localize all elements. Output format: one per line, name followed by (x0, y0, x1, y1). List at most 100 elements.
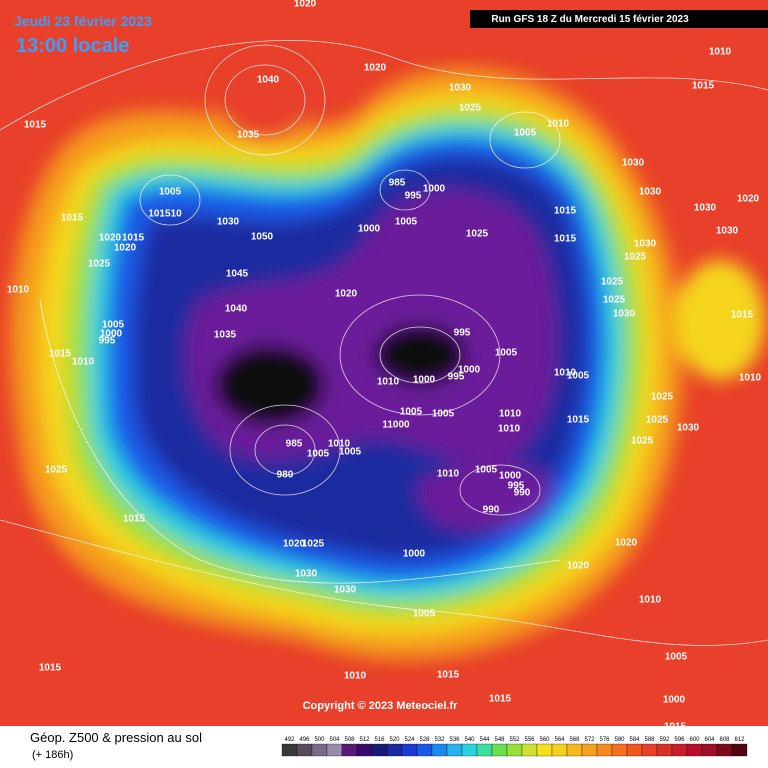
scale-label: 600 (689, 737, 700, 743)
isobar-label: 995 (508, 481, 525, 492)
scale-label: 504 (329, 737, 340, 743)
isobar-label: 1020 (615, 538, 638, 549)
isobar-label: 1005 (665, 652, 688, 663)
scale-label: 568 (569, 737, 580, 743)
isobar-label: 1010 (739, 373, 762, 384)
isobar-label: 985 (389, 178, 406, 189)
isobar-label: 1015 (554, 234, 577, 245)
scale-swatch (551, 743, 568, 757)
isobar-label: 1010 (499, 409, 522, 420)
scale-label: 584 (629, 737, 640, 743)
scale-swatch (431, 743, 448, 757)
isobar-label: 1010 (377, 377, 400, 388)
isobar-label: 1010 (7, 285, 30, 296)
isobar-label: 1005 (102, 320, 125, 331)
isobar-label: 990 (514, 488, 531, 499)
isobar-label: 1010 (72, 357, 95, 368)
footer-title: Géop. Z500 & pression au sol (30, 730, 202, 745)
scale-swatch (311, 743, 328, 757)
isobar-label: 1040 (225, 304, 248, 315)
isobar-label: 1010 (547, 119, 570, 130)
scale-swatch (566, 743, 583, 757)
isobar-label: 1025 (88, 259, 111, 270)
isobar-label: 990 (483, 505, 500, 516)
scale-label: 560 (539, 737, 550, 743)
isobar-label: 1005 (432, 409, 455, 420)
isobar-label: 1015 (24, 120, 47, 131)
isobar-label: 1020 (567, 561, 590, 572)
isobar-label: 1005 (514, 128, 537, 139)
isobar-label: 1010 (344, 671, 367, 682)
scale-label: 512 (359, 737, 370, 743)
isobar-label: 1025 (624, 252, 647, 263)
isobar-label: 1030 (677, 423, 700, 434)
scale-swatch (296, 743, 313, 757)
scale-label: 604 (704, 737, 715, 743)
scale-swatch (716, 743, 733, 757)
isobar-label: 1025 (45, 465, 68, 476)
scale-swatch (281, 743, 298, 757)
scale-label: 536 (449, 737, 460, 743)
isobar-label: 1025 (302, 539, 325, 550)
scale-label: 580 (614, 737, 625, 743)
scale-label: 612 (734, 737, 745, 743)
isobar-label: 1030 (217, 217, 240, 228)
scale-label: 496 (299, 737, 310, 743)
scale-swatch (671, 743, 688, 757)
isobar-lines (0, 39, 768, 646)
isobar-label: 1015 (61, 213, 84, 224)
scale-swatch (731, 743, 748, 757)
isobar-label: 1030 (634, 239, 657, 250)
scale-swatch (326, 743, 343, 757)
isobar-label: 1030 (613, 309, 636, 320)
scale-label: 592 (659, 737, 670, 743)
scale-label: 588 (644, 737, 655, 743)
isobar-label: 1030 (295, 569, 318, 580)
isobar-label: 1015 (554, 206, 577, 217)
isobar-label: 1015 (39, 663, 62, 674)
scale-label: 608 (719, 737, 730, 743)
time: 13:00 locale (16, 35, 129, 57)
isobar-label: 1050 (251, 232, 274, 243)
scale-label: 576 (599, 737, 610, 743)
scale-label: 540 (464, 737, 475, 743)
scale-swatch (641, 743, 658, 757)
scale-label: 548 (494, 737, 505, 743)
isobar-label: 1015 (437, 670, 460, 681)
isobar-label: 1030 (334, 585, 357, 596)
scale-swatch (491, 743, 508, 757)
scale-swatch (536, 743, 553, 757)
isobar-label: 1010 (554, 368, 577, 379)
isobar-label: 1005 (475, 465, 498, 476)
isobar-label: 1000 (358, 224, 381, 235)
isobar-label: 1025 (601, 277, 624, 288)
isobar-label: 1035 (214, 330, 237, 341)
scale-swatch (476, 743, 493, 757)
scale-swatch (521, 743, 538, 757)
isobar-label: 1015 (692, 81, 715, 92)
isobar-label: 1000 (403, 549, 426, 560)
scale-swatch (416, 743, 433, 757)
isobar-label: 1010 (709, 47, 732, 58)
isobar-label: 1030 (449, 83, 472, 94)
isobar-label: 1020 (737, 194, 760, 205)
isobar-label: 1000 (499, 471, 522, 482)
isobar-label: 1015 (122, 233, 145, 244)
isobar-label: 995 (454, 328, 471, 339)
isobar-label: 1020 (294, 0, 317, 10)
scale-label: 556 (524, 737, 535, 743)
scale-label: 508 (344, 737, 355, 743)
isobar-label: 101510 (148, 209, 182, 220)
isobar-label: 1040 (257, 75, 280, 86)
isobar-label: 1010 (639, 595, 662, 606)
scale-swatch (581, 743, 598, 757)
isobar-label: 1010 (498, 424, 521, 435)
isobar-label: 1005 (567, 371, 590, 382)
isobar-label: 1005 (307, 449, 330, 460)
isobar-label: 1010 (328, 439, 351, 450)
isobar-label: 995 (448, 372, 465, 383)
run-banner (470, 10, 768, 28)
scale-label: 572 (584, 737, 595, 743)
isobar-label: 1015 (49, 349, 72, 360)
